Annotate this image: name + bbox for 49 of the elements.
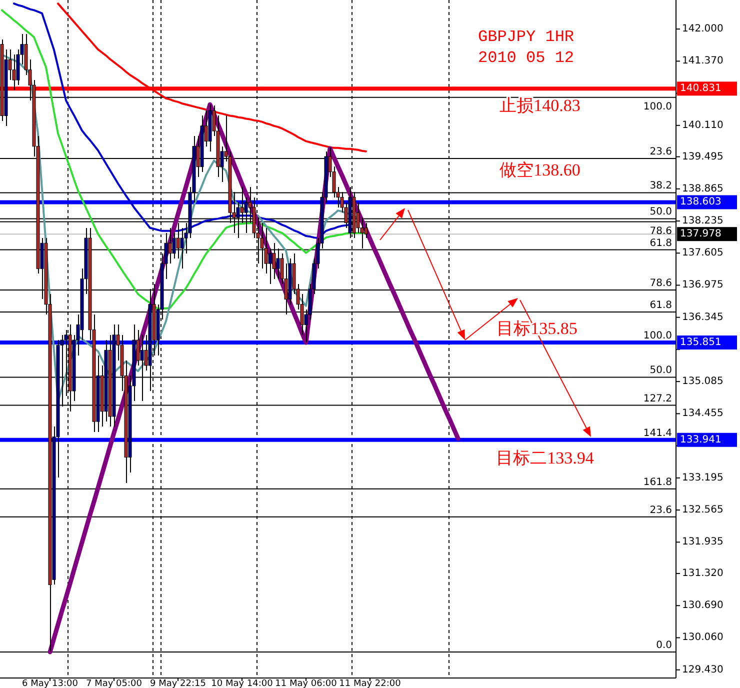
- annotation: 61.8: [650, 238, 672, 249]
- y-tick-label: 129.430: [682, 664, 724, 676]
- annotation: 161.8: [643, 476, 672, 488]
- annotation: 100.0: [643, 101, 672, 112]
- annotation: 61.8: [650, 300, 672, 311]
- annotation: 做空138.60: [500, 160, 580, 180]
- y-tick-label: 134.455: [682, 408, 724, 420]
- y-tick-label: 141.370: [682, 56, 724, 67]
- x-tick-label: 10 May 14:00: [211, 679, 274, 688]
- x-tick-label: 6 May 13:00: [22, 679, 78, 688]
- y-tick-label: 130.690: [682, 600, 724, 612]
- annotation: 23.6: [650, 504, 672, 516]
- annotation: 目标二133.94: [496, 448, 594, 468]
- annotation: 0.0: [656, 640, 672, 651]
- y-tick-label: 131.320: [682, 568, 724, 579]
- y-tick-label: 137.605: [682, 248, 724, 259]
- y-tick-label: 132.565: [682, 504, 724, 516]
- y-tick-label: 142.000: [682, 24, 724, 35]
- annotation: 141.4: [643, 428, 672, 439]
- annotation: 100.0: [643, 330, 672, 342]
- x-tick-label: 9 May 22:15: [150, 679, 206, 688]
- ref-line-label: 137.978: [680, 228, 722, 240]
- annotation: 38.2: [650, 180, 672, 192]
- y-tick-label: 139.495: [682, 151, 724, 162]
- text: GBPJPY 1HR: [478, 28, 574, 46]
- y-tick-label: 131.935: [682, 536, 724, 548]
- annotation: 127.2: [643, 393, 672, 404]
- y-tick-label: 138.235: [682, 215, 724, 226]
- x-tick-label: 11 May 22:00: [339, 679, 402, 688]
- annotation: 23.6: [650, 146, 672, 158]
- y-tick-label: 136.345: [682, 312, 724, 323]
- x-tick-label: 11 May 06:00: [275, 679, 338, 688]
- annotation: 50.0: [650, 206, 672, 218]
- ref-line-label: 140.831: [680, 83, 722, 94]
- y-tick-label: 133.195: [682, 472, 724, 484]
- y-tick-label: 135.085: [682, 376, 724, 388]
- annotation: 78.6: [650, 278, 672, 290]
- annotation: 78.6: [650, 226, 672, 237]
- y-tick-label: 138.865: [682, 183, 724, 194]
- y-tick-label: 136.975: [682, 280, 724, 291]
- ref-line-label: 135.851: [680, 337, 722, 348]
- y-tick-label: 140.110: [682, 120, 724, 131]
- ref-line-label: 133.941: [680, 434, 722, 446]
- annotation: 50.0: [650, 365, 672, 376]
- text: 2010 05 12: [478, 49, 574, 67]
- ref-line-label: 138.603: [680, 196, 722, 208]
- x-tick-label: 7 May 05:00: [86, 679, 142, 688]
- annotation: 止损140.83: [500, 96, 580, 116]
- y-tick-label: 130.060: [682, 632, 724, 644]
